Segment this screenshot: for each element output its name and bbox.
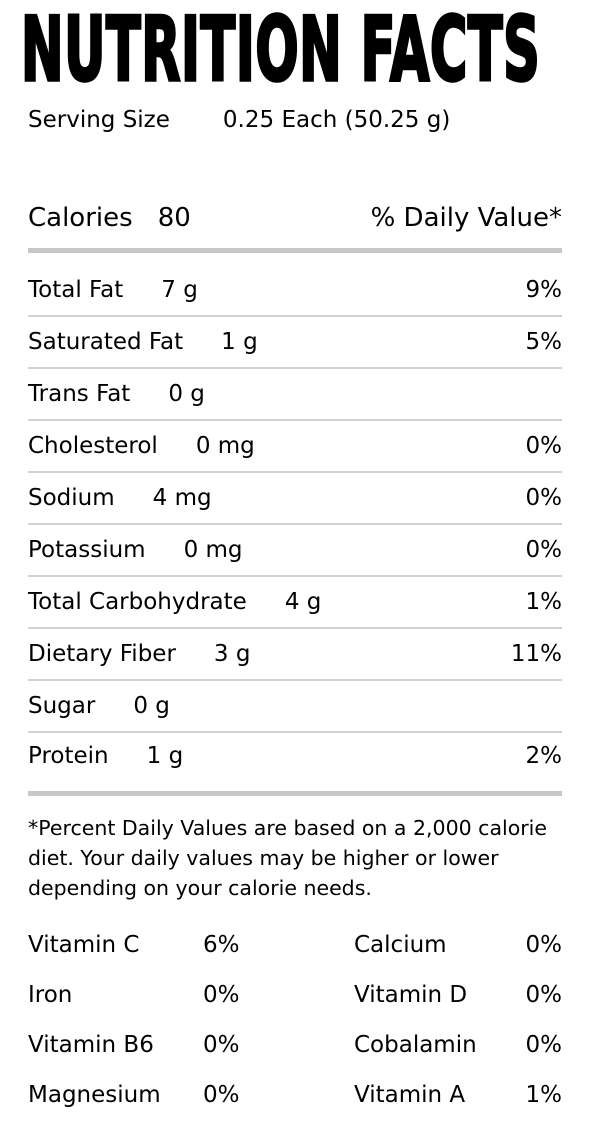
nutrient-amount: 3 g: [213, 641, 251, 667]
micronutrient-value: 0%: [203, 1082, 240, 1108]
micronutrient-name: Vitamin A: [354, 1082, 466, 1108]
micronutrient-value: 6%: [203, 932, 240, 958]
nutrient-daily-value: 11%: [510, 641, 562, 667]
nutrient-row: Sodium 4 mg 0%: [28, 471, 562, 523]
nutrient-row: Potassium 0 mg 0%: [28, 523, 562, 575]
micronutrient-table: Vitamin C 6% Calcium 0% Iron 0% Vitamin D 0% Vit…: [28, 920, 562, 1120]
serving-size-row: Serving Size 0.25 Each (50.25 g): [28, 103, 562, 137]
nutrient-name: Total Fat: [28, 277, 124, 303]
micronutrient-name: Vitamin C: [28, 932, 140, 958]
footnote-line: *Percent Daily Values are based on a 2,0…: [28, 816, 547, 840]
micronutrient-name: Cobalamin: [354, 1032, 477, 1058]
micronutrient-row: Magnesium 0% Vitamin A 1%: [28, 1070, 562, 1120]
micronutrient-value: 0%: [525, 1032, 563, 1058]
nutrient-amount: 0 g: [133, 693, 170, 719]
nutrient-amount: 0 mg: [183, 537, 243, 563]
nutrient-name: Cholesterol: [28, 433, 158, 459]
nutrient-row: Total Carbohydrate 4 g 1%: [28, 575, 562, 627]
nutrient-row: Protein 1 g 2%: [28, 731, 562, 791]
nutrient-name: Sodium: [28, 485, 115, 511]
nutrient-table: Total Fat 7 g 9% Saturated Fat 1 g 5% Trans Fa…: [28, 248, 562, 796]
micronutrient-name: Iron: [28, 982, 73, 1008]
serving-size-value: 0.25 Each (50.25 g): [222, 107, 451, 133]
nutrient-row: Cholesterol 0 mg 0%: [28, 419, 562, 471]
nutrient-amount: 1 g: [146, 743, 184, 769]
daily-value-footnote: *Percent Daily Values are based on a 2,0…: [28, 813, 573, 903]
micronutrient-value: 0%: [203, 1032, 240, 1058]
nutrient-daily-value: 9%: [525, 277, 563, 303]
nutrient-row: Sugar 0 g: [28, 679, 562, 731]
nutrient-amount: 0 g: [168, 381, 205, 407]
nutrient-name: Dietary Fiber: [28, 641, 176, 667]
serving-size-label: Serving Size: [28, 107, 170, 133]
nutrient-daily-value: 0%: [525, 485, 563, 511]
nutrient-amount: 1 g: [221, 329, 258, 355]
micronutrient-value: 0%: [525, 932, 563, 958]
nutrient-name: Potassium: [28, 537, 146, 563]
nutrient-name: Sugar: [28, 693, 96, 719]
nutrient-row: Dietary Fiber 3 g 11%: [28, 627, 562, 679]
daily-value-header: % Daily Value*: [370, 203, 562, 233]
nutrient-amount: 0 mg: [195, 433, 255, 459]
nutrient-daily-value: 5%: [525, 329, 563, 355]
micronutrient-name: Vitamin B6: [28, 1032, 154, 1058]
micronutrient-name: Vitamin D: [354, 982, 468, 1008]
micronutrient-name: Calcium: [354, 932, 447, 958]
micronutrient-row: Vitamin C 6% Calcium 0%: [28, 920, 562, 970]
micronutrient-name: Magnesium: [28, 1082, 161, 1108]
micronutrient-value: 0%: [525, 982, 563, 1008]
nutrient-daily-value: 2%: [525, 743, 563, 769]
micronutrient-value: 0%: [203, 982, 240, 1008]
nutrient-row: Total Fat 7 g 9%: [28, 253, 562, 315]
nutrient-row: Saturated Fat 1 g 5%: [28, 315, 562, 367]
nutrient-name: Protein: [28, 743, 109, 769]
nutrient-daily-value: 0%: [525, 537, 563, 563]
nutrient-name: Saturated Fat: [28, 329, 184, 355]
footnote-line: depending on your calorie needs.: [28, 876, 372, 900]
nutrient-amount: 4 mg: [152, 485, 212, 511]
nutrient-name: Trans Fat: [28, 381, 131, 407]
calories-row: Calories 80 % Daily Value*: [28, 200, 562, 236]
nutrient-amount: 7 g: [161, 277, 198, 303]
micronutrient-value: 1%: [525, 1082, 563, 1108]
nutrient-name: Total Carbohydrate: [28, 589, 247, 615]
micronutrient-row: Vitamin B6 0% Cobalamin 0%: [28, 1020, 562, 1070]
nutrient-daily-value: 0%: [525, 433, 563, 459]
calories-label: Calories: [28, 203, 133, 233]
label-title: NUTRITION FACTS: [20, 0, 541, 101]
nutrient-row: Trans Fat 0 g: [28, 367, 562, 419]
nutrient-amount: 4 g: [284, 589, 322, 615]
micronutrient-row: Iron 0% Vitamin D 0%: [28, 970, 562, 1020]
footnote-line: diet. Your daily values may be higher or…: [28, 846, 499, 870]
calories-value: 80: [157, 203, 191, 233]
nutrient-daily-value: 1%: [525, 589, 563, 615]
